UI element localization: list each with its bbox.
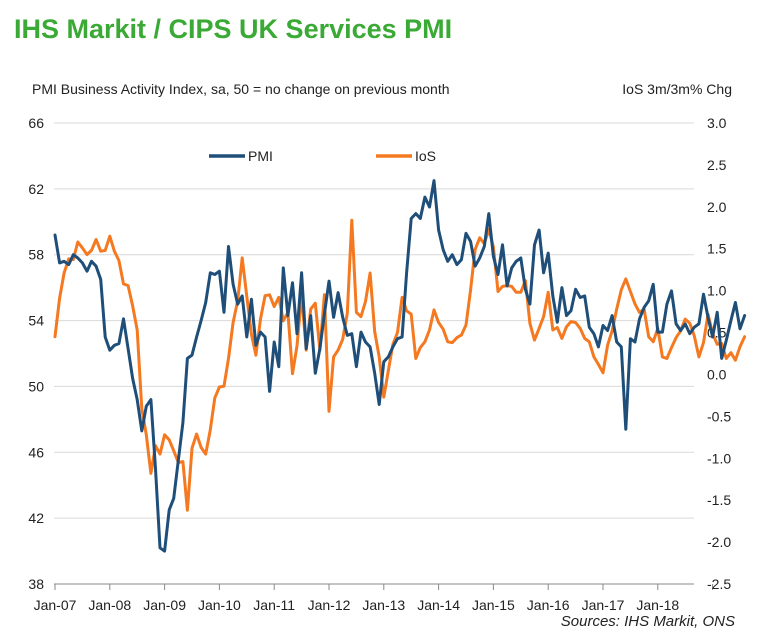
- left-tick-label: 46: [28, 444, 44, 460]
- left-tick-label: 62: [28, 181, 44, 197]
- right-tick-label: 0.0: [707, 366, 727, 382]
- left-y-axis: 66 62 58 54 50 46 42 38: [28, 115, 44, 592]
- x-tick-label: Jan-13: [362, 597, 405, 613]
- left-tick-label: 58: [28, 247, 44, 263]
- source-note: Sources: IHS Markit, ONS: [560, 613, 735, 630]
- legend: PMI IoS: [209, 148, 436, 164]
- right-y-axis: 3.02.52.01.51.00.50.0-0.5-1.0-1.5-2.0-2.…: [707, 115, 731, 592]
- left-tick-label: 54: [28, 313, 44, 329]
- right-tick-label: -1.0: [707, 450, 731, 466]
- x-tick-label: Jan-09: [143, 597, 186, 613]
- x-tick-label: Jan-18: [636, 597, 679, 613]
- x-tick-label: Jan-15: [472, 597, 515, 613]
- x-tick-label: Jan-07: [34, 597, 77, 613]
- x-tick-label: Jan-17: [582, 597, 625, 613]
- left-tick-label: 66: [28, 115, 44, 131]
- left-tick-label: 50: [28, 378, 44, 394]
- series-lines: [53, 179, 747, 553]
- x-tick-label: Jan-12: [308, 597, 351, 613]
- right-tick-label: 1.5: [707, 241, 727, 257]
- right-tick-label: 3.0: [707, 115, 727, 131]
- left-tick-label: 42: [28, 510, 44, 526]
- left-tick-label: 38: [28, 576, 44, 592]
- right-tick-label: -1.5: [707, 492, 731, 508]
- x-tick-label: Jan-08: [88, 597, 131, 613]
- x-tick-label: Jan-10: [198, 597, 241, 613]
- right-tick-label: -2.0: [707, 534, 731, 550]
- right-tick-label: -0.5: [707, 408, 731, 424]
- right-tick-label: 2.5: [707, 157, 727, 173]
- legend-label-pmi: PMI: [248, 148, 273, 164]
- x-tick-label: Jan-14: [417, 597, 460, 613]
- left-axis-label: PMI Business Activity Index, sa, 50 = no…: [32, 81, 450, 97]
- legend-label-ios: IoS: [415, 148, 436, 164]
- right-tick-label: 1.0: [707, 283, 727, 299]
- x-axis: Jan-07 Jan-08 Jan-09 Jan-10 Jan-11 Jan-12 Jan-…: [34, 583, 714, 613]
- right-tick-label: -2.5: [707, 576, 731, 592]
- right-tick-label: 2.0: [707, 199, 727, 215]
- x-tick-label: Jan-11: [253, 597, 295, 613]
- x-tick-label: Jan-16: [527, 597, 570, 613]
- right-axis-label: IoS 3m/3m% Chg: [622, 81, 732, 97]
- ios-series-line: [53, 218, 747, 512]
- pmi-series-line: [53, 179, 747, 553]
- chart-title: IHS Markit / CIPS UK Services PMI: [14, 14, 453, 44]
